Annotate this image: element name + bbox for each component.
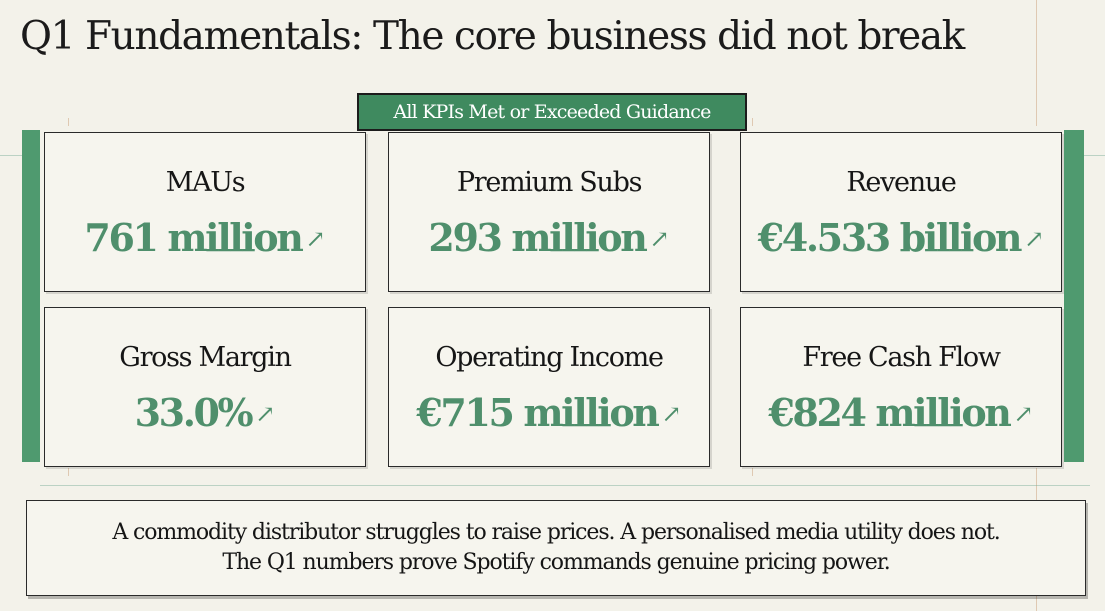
takeaway-line-2: The Q1 numbers prove Spotify commands ge…: [222, 550, 890, 575]
kpi-value: €824 million: [768, 390, 1012, 435]
arrow-up-right-icon: ↗: [305, 225, 326, 253]
kpi-card-free-cash-flow: Free Cash Flow €824 million ↗: [740, 307, 1062, 467]
arrow-up-right-icon: ↗: [1024, 225, 1045, 253]
kpi-label: Free Cash Flow: [802, 342, 1001, 373]
kpi-label: Operating Income: [435, 342, 664, 373]
kpi-card-premium-subs: Premium Subs 293 million ↗: [388, 132, 710, 292]
kpi-value: 293 million: [428, 215, 647, 260]
kpi-label: Gross Margin: [119, 342, 292, 373]
page-title: Q1 Fundamentals: The core business did n…: [20, 14, 965, 59]
arrow-up-right-icon: ↗: [661, 400, 682, 428]
kpi-value: €715 million: [416, 390, 660, 435]
kpi-value: 33.0%: [134, 390, 254, 435]
arrow-up-right-icon: ↗: [649, 225, 670, 253]
guide-line: [40, 485, 1090, 486]
takeaway-line-1: A commodity distributor struggles to rai…: [112, 520, 1000, 545]
kpi-value: 761 million: [84, 215, 303, 260]
kpi-card-operating-income: Operating Income €715 million ↗: [388, 307, 710, 467]
kpi-card-maus: MAUs 761 million ↗: [44, 132, 366, 292]
kpi-label: Revenue: [846, 167, 957, 198]
kpi-card-revenue: Revenue €4.533 billion ↗: [740, 132, 1062, 292]
arrow-up-right-icon: ↗: [1013, 400, 1034, 428]
kpi-label: MAUs: [165, 167, 246, 198]
guidance-badge: All KPIs Met or Exceeded Guidance: [357, 93, 747, 131]
kpi-value: €4.533 billion: [757, 215, 1023, 260]
takeaway-box: A commodity distributor struggles to rai…: [26, 500, 1086, 596]
kpi-label: Premium Subs: [456, 167, 643, 198]
arrow-up-right-icon: ↗: [255, 400, 276, 428]
kpi-card-gross-margin: Gross Margin 33.0% ↗: [44, 307, 366, 467]
